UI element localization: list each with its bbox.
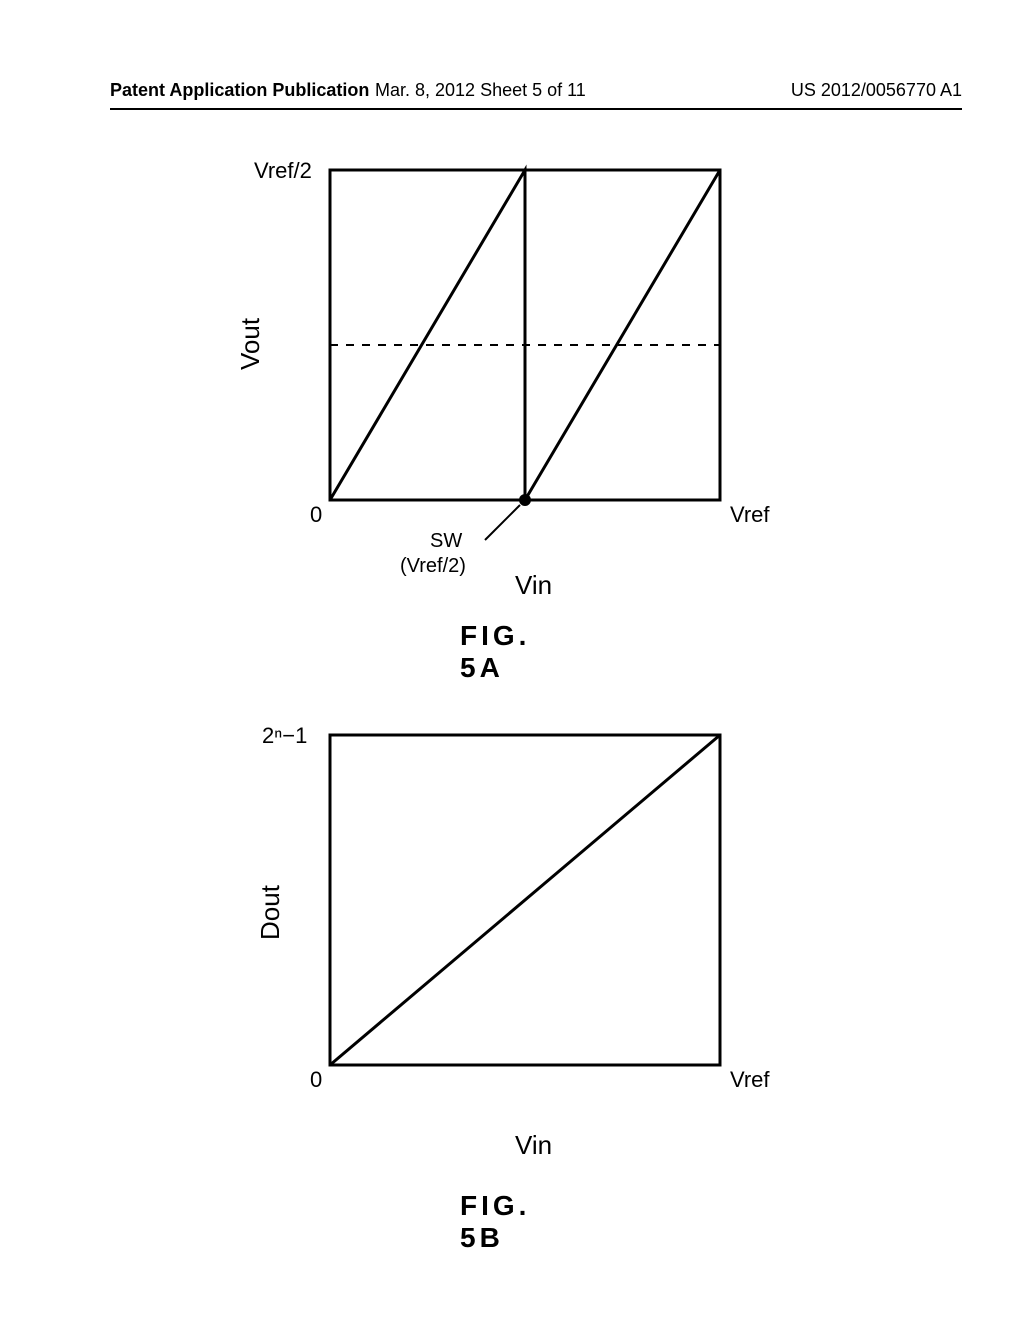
caption-5b: FIG. 5B <box>460 1190 530 1254</box>
x-axis-label-5b: Vin <box>515 1130 552 1161</box>
page: Patent Application Publication Mar. 8, 2… <box>0 0 1024 1320</box>
origin-label-5b: 0 <box>310 1067 322 1093</box>
y-axis-label-5b: Dout <box>255 885 286 940</box>
chart-5b <box>0 0 1024 1320</box>
x-right-label-5b: Vref <box>730 1067 770 1093</box>
y-top-label-5b: 2ⁿ−1 <box>262 723 307 749</box>
